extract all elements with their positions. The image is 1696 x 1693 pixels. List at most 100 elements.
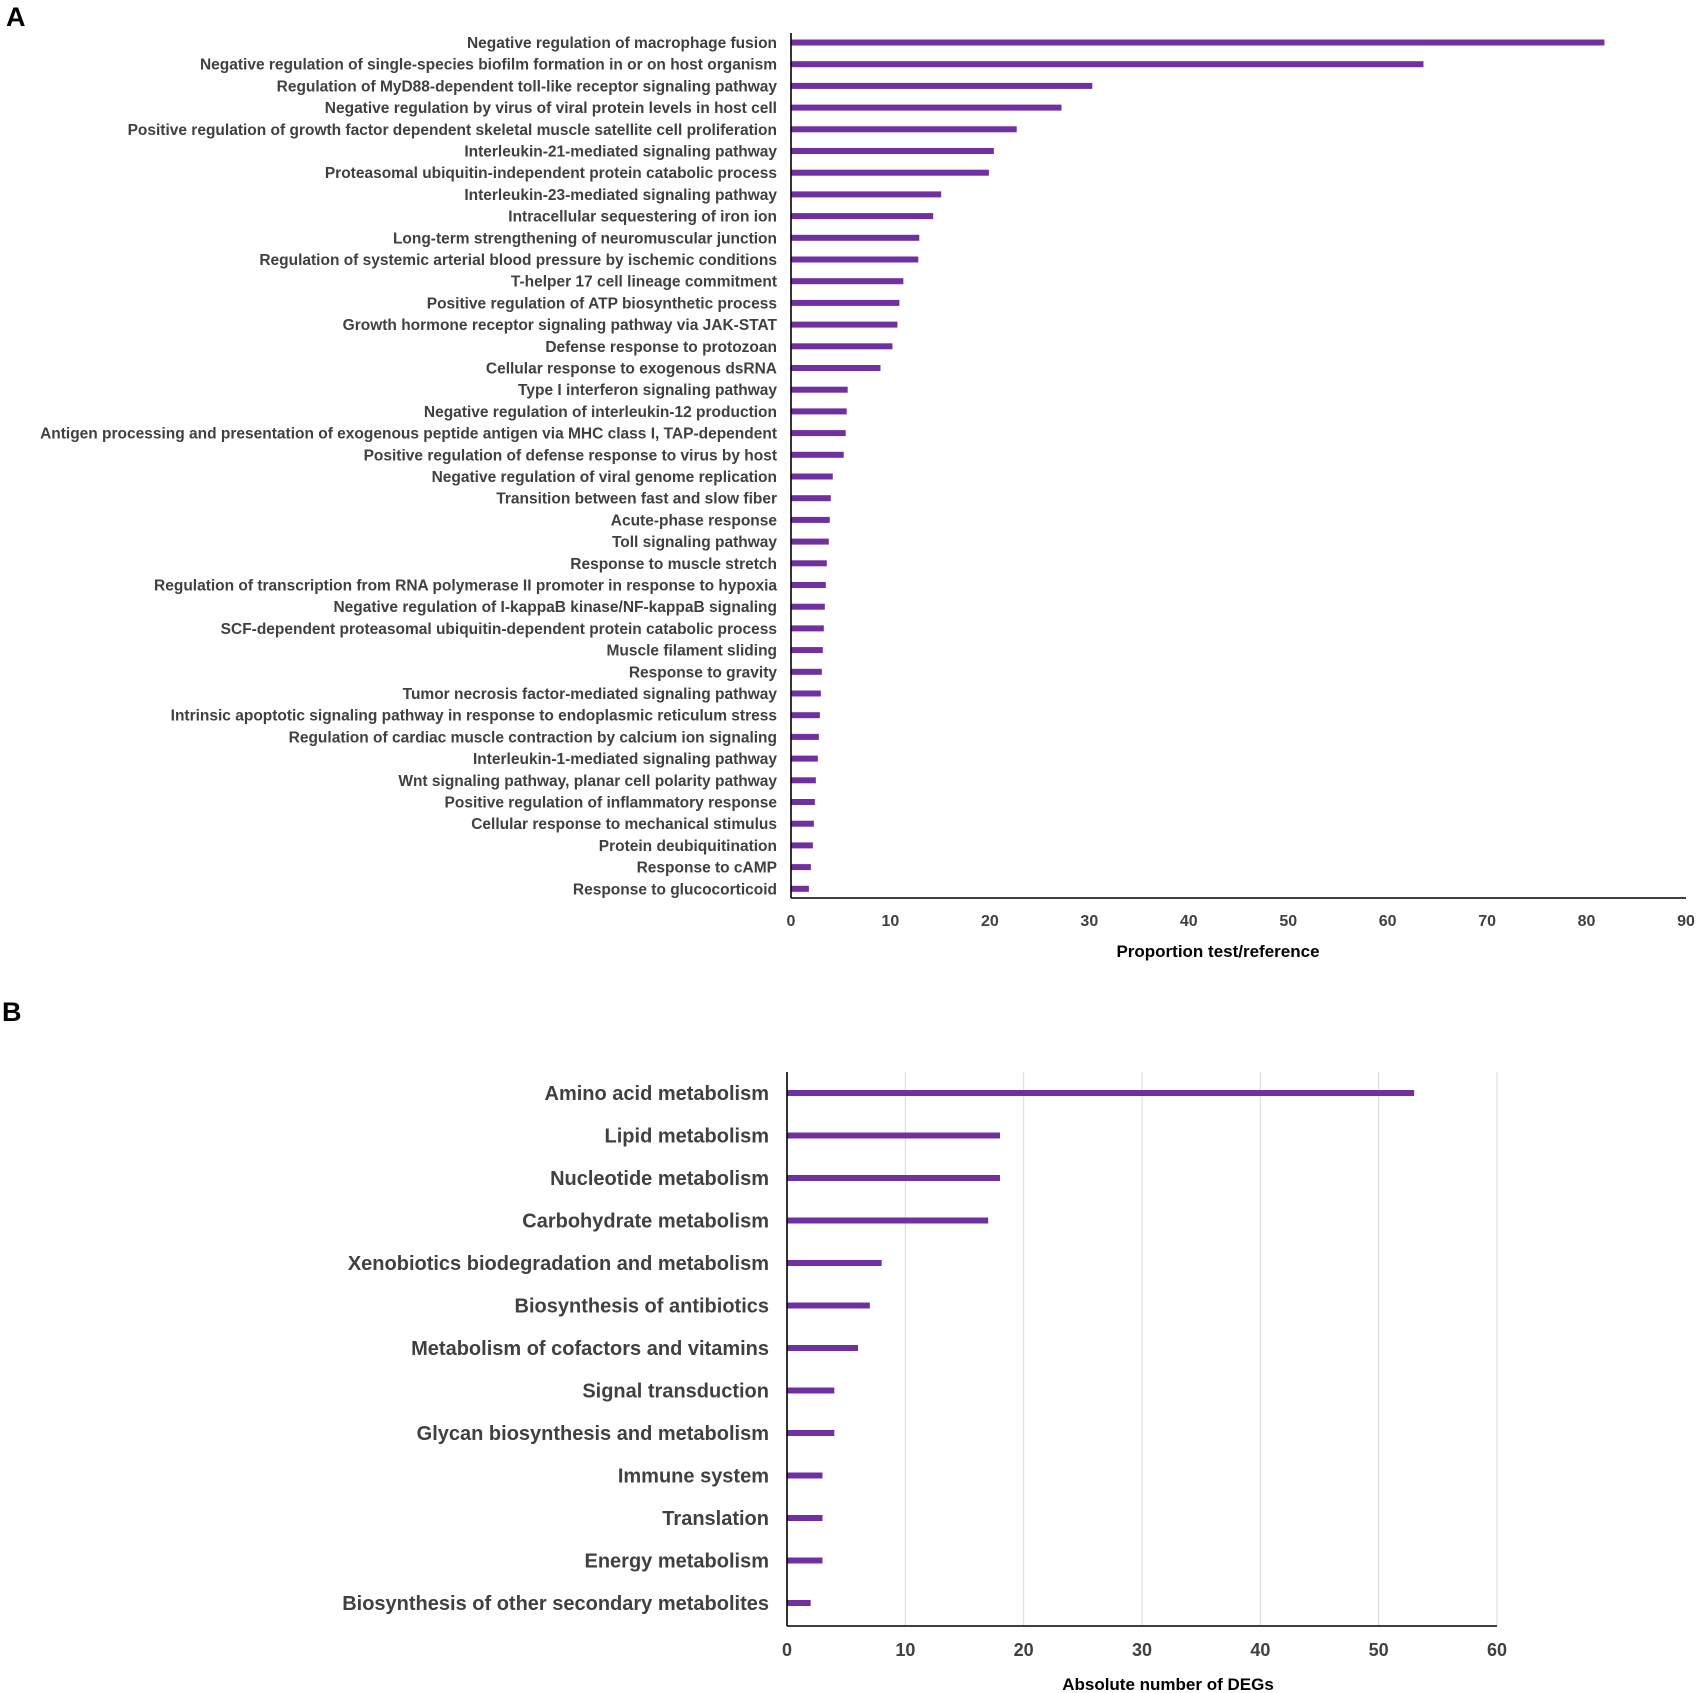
bar-response-to-glucocorticoid xyxy=(791,885,809,892)
x-tick-label-80: 80 xyxy=(1578,913,1596,930)
category-label-growth-hormone-receptor-signaling-pathway-via-jak-stat: Growth hormone receptor signaling pathwa… xyxy=(343,317,778,334)
category-label-glycan-biosynthesis-and-metabolism: Glycan biosynthesis and metabolism xyxy=(417,1423,769,1445)
category-label-interleukin-21-mediated-signaling-pathway: Interleukin-21-mediated signaling pathwa… xyxy=(464,144,777,161)
bar-negative-regulation-of-single-species-biofilm-formation-in-or-on-host-organism xyxy=(791,61,1424,68)
category-label-regulation-of-transcription-from-rna-polymerase-ii-promoter-in-response-to-hypoxia: Regulation of transcription from RNA pol… xyxy=(154,578,777,595)
category-label-amino-acid-metabolism: Amino acid metabolism xyxy=(545,1083,770,1105)
category-label-positive-regulation-of-atp-biosynthetic-process: Positive regulation of ATP biosynthetic … xyxy=(427,295,777,312)
chart-b: Amino acid metabolism Lipid metabolism Nuc… xyxy=(342,1072,1507,1693)
category-label-negative-regulation-of-interleukin-12-production: Negative regulation of interleukin-12 pr… xyxy=(424,404,777,421)
category-label-energy-metabolism: Energy metabolism xyxy=(584,1551,769,1573)
bar-tumor-necrosis-factor-mediated-signaling-pathway xyxy=(791,690,821,697)
bar-cellular-response-to-mechanical-stimulus xyxy=(791,820,814,827)
bar-lipid-metabolism xyxy=(787,1132,1000,1139)
bar-regulation-of-transcription-from-rna-polymerase-ii-promoter-in-response-to-hypoxia xyxy=(791,582,826,588)
category-label-lipid-metabolism: Lipid metabolism xyxy=(605,1126,769,1148)
category-label-intracellular-sequestering-of-iron-ion: Intracellular sequestering of iron ion xyxy=(508,209,777,226)
chart-a: Negative regulation of macrophage fusion… xyxy=(40,33,1695,961)
category-label-cellular-response-to-exogenous-dsrna: Cellular response to exogenous dsRNA xyxy=(486,361,777,378)
x-tick-label-70: 70 xyxy=(1478,913,1496,930)
category-label-translation: Translation xyxy=(662,1508,769,1530)
category-label-protein-deubiquitination: Protein deubiquitination xyxy=(599,838,777,855)
bar-type-i-interferon-signaling-pathway xyxy=(791,386,848,393)
category-label-immune-system: Immune system xyxy=(618,1466,769,1488)
bar-regulation-of-myd88-dependent-toll-like-receptor-signaling-pathway xyxy=(791,82,1093,89)
bar-glycan-biosynthesis-and-metabolism xyxy=(787,1430,835,1436)
category-label-cellular-response-to-mechanical-stimulus: Cellular response to mechanical stimulus xyxy=(471,816,777,833)
category-label-long-term-strengthening-of-neuromuscular-junction: Long-term strengthening of neuromuscular… xyxy=(393,230,777,247)
x-tick-label-0: 0 xyxy=(787,913,796,930)
category-label-defense-response-to-protozoan: Defense response to protozoan xyxy=(545,339,777,356)
x-tick-label-20: 20 xyxy=(1014,1640,1034,1660)
bar-nucleotide-metabolism xyxy=(787,1175,1000,1181)
bar-biosynthesis-of-other-secondary-metabolites xyxy=(787,1600,811,1606)
chart-b-bars xyxy=(787,1090,1415,1606)
bar-intracellular-sequestering-of-iron-ion xyxy=(791,213,934,220)
category-label-response-to-muscle-stretch: Response to muscle stretch xyxy=(570,556,777,573)
category-label-interleukin-23-mediated-signaling-pathway: Interleukin-23-mediated signaling pathwa… xyxy=(464,187,777,204)
category-label-wnt-signaling-pathway-planar-cell-polarity-pathway: Wnt signaling pathway, planar cell polar… xyxy=(398,773,777,790)
category-label-signal-transduction: Signal transduction xyxy=(582,1381,769,1403)
category-label-negative-regulation-of-macrophage-fusion: Negative regulation of macrophage fusion xyxy=(467,35,777,52)
x-tick-label-40: 40 xyxy=(1180,913,1198,930)
category-label-metabolism-of-cofactors-and-vitamins: Metabolism of cofactors and vitamins xyxy=(411,1338,769,1360)
category-label-positive-regulation-of-growth-factor-dependent-skeletal-muscle-satellite-cell-proliferation: Positive regulation of growth factor dep… xyxy=(128,122,777,139)
bar-signal-transduction xyxy=(787,1387,835,1394)
bar-t-helper-17-cell-lineage-commitment xyxy=(791,278,904,285)
category-label-positive-regulation-of-inflammatory-response: Positive regulation of inflammatory resp… xyxy=(445,795,778,812)
chart-b-category-labels: Amino acid metabolism Lipid metabolism Nuc… xyxy=(342,1083,769,1615)
category-label-negative-regulation-of-single-species-biofilm-formation-in-or-on-host-organism: Negative regulation of single-species bi… xyxy=(200,57,777,74)
bar-toll-signaling-pathway xyxy=(791,538,829,545)
category-label-intrinsic-apoptotic-signaling-pathway-in-response-to-endoplasmic-reticulum-stress: Intrinsic apoptotic signaling pathway in… xyxy=(171,708,777,725)
bar-positive-regulation-of-atp-biosynthetic-process xyxy=(791,299,900,306)
category-label-biosynthesis-of-antibiotics: Biosynthesis of antibiotics xyxy=(515,1296,769,1318)
bar-long-term-strengthening-of-neuromuscular-junction xyxy=(791,234,920,241)
bar-amino-acid-metabolism xyxy=(787,1090,1415,1096)
bar-positive-regulation-of-growth-factor-dependent-skeletal-muscle-satellite-cell-proliferation xyxy=(791,126,1017,133)
x-tick-label-60: 60 xyxy=(1487,1640,1507,1660)
x-tick-label-20: 20 xyxy=(981,913,999,930)
bar-growth-hormone-receptor-signaling-pathway-via-jak-stat xyxy=(791,321,898,328)
chart-b-tick-labels: 0 10 20 30 40 50 60 xyxy=(782,1640,1507,1660)
bar-negative-regulation-by-virus-of-viral-protein-levels-in-host-cell xyxy=(791,104,1062,111)
category-label-negative-regulation-of-viral-genome-replication: Negative regulation of viral genome repl… xyxy=(432,469,777,486)
category-label-toll-signaling-pathway: Toll signaling pathway xyxy=(612,534,777,551)
bar-negative-regulation-of-i-kappab-kinase-nf-kappab-signaling xyxy=(791,603,825,610)
bar-metabolism-of-cofactors-and-vitamins xyxy=(787,1345,858,1351)
bar-negative-regulation-of-interleukin-12-production xyxy=(791,408,847,415)
category-label-biosynthesis-of-other-secondary-metabolites: Biosynthesis of other secondary metaboli… xyxy=(342,1593,769,1615)
category-label-transition-between-fast-and-slow-fiber: Transition between fast and slow fiber xyxy=(496,491,777,508)
panel-b-letter: B xyxy=(2,997,22,1027)
bar-negative-regulation-of-viral-genome-replication xyxy=(791,473,833,480)
bar-proteasomal-ubiquitin-independent-protein-catabolic-process xyxy=(791,169,989,176)
category-label-interleukin-1-mediated-signaling-pathway: Interleukin-1-mediated signaling pathway xyxy=(473,751,777,768)
bar-energy-metabolism xyxy=(787,1557,823,1564)
chart-a-category-labels: Negative regulation of macrophage fusion… xyxy=(40,35,777,898)
category-label-tumor-necrosis-factor-mediated-signaling-pathway: Tumor necrosis factor-mediated signaling… xyxy=(403,686,778,703)
bar-translation xyxy=(787,1515,823,1521)
category-label-negative-regulation-of-i-kappab-kinase-nf-kappab-signaling: Negative regulation of I-kappaB kinase/N… xyxy=(333,599,777,616)
bar-protein-deubiquitination xyxy=(791,842,813,849)
x-tick-label-60: 60 xyxy=(1379,913,1397,930)
bar-interleukin-21-mediated-signaling-pathway xyxy=(791,148,994,154)
category-label-proteasomal-ubiquitin-independent-protein-catabolic-process: Proteasomal ubiquitin-independent protei… xyxy=(325,165,777,182)
bar-acute-phase-response xyxy=(791,516,830,523)
bar-positive-regulation-of-defense-response-to-virus-by-host xyxy=(791,451,844,458)
bar-regulation-of-systemic-arterial-blood-pressure-by-ischemic-conditions xyxy=(791,256,919,263)
chart-a-x-axis-title: Proportion test/reference xyxy=(1116,942,1319,961)
bar-response-to-muscle-stretch xyxy=(791,560,827,567)
category-label-type-i-interferon-signaling-pathway: Type I interferon signaling pathway xyxy=(518,382,777,399)
x-tick-label-50: 50 xyxy=(1279,913,1297,930)
category-label-regulation-of-systemic-arterial-blood-pressure-by-ischemic-conditions: Regulation of systemic arterial blood pr… xyxy=(259,252,777,269)
category-label-negative-regulation-by-virus-of-viral-protein-levels-in-host-cell: Negative regulation by virus of viral pr… xyxy=(325,100,777,117)
bar-positive-regulation-of-inflammatory-response xyxy=(791,799,815,805)
x-tick-label-40: 40 xyxy=(1250,1640,1270,1660)
bar-antigen-processing-and-presentation-of-exogenous-peptide-antigen-via-mhc-class-i-tap-dependent xyxy=(791,430,846,437)
x-tick-label-10: 10 xyxy=(882,913,900,930)
bar-interleukin-23-mediated-signaling-pathway xyxy=(791,191,942,198)
x-tick-label-10: 10 xyxy=(895,1640,915,1660)
category-label-acute-phase-response: Acute-phase response xyxy=(611,512,778,529)
bar-defense-response-to-protozoan xyxy=(791,343,893,350)
bar-transition-between-fast-and-slow-fiber xyxy=(791,495,831,502)
